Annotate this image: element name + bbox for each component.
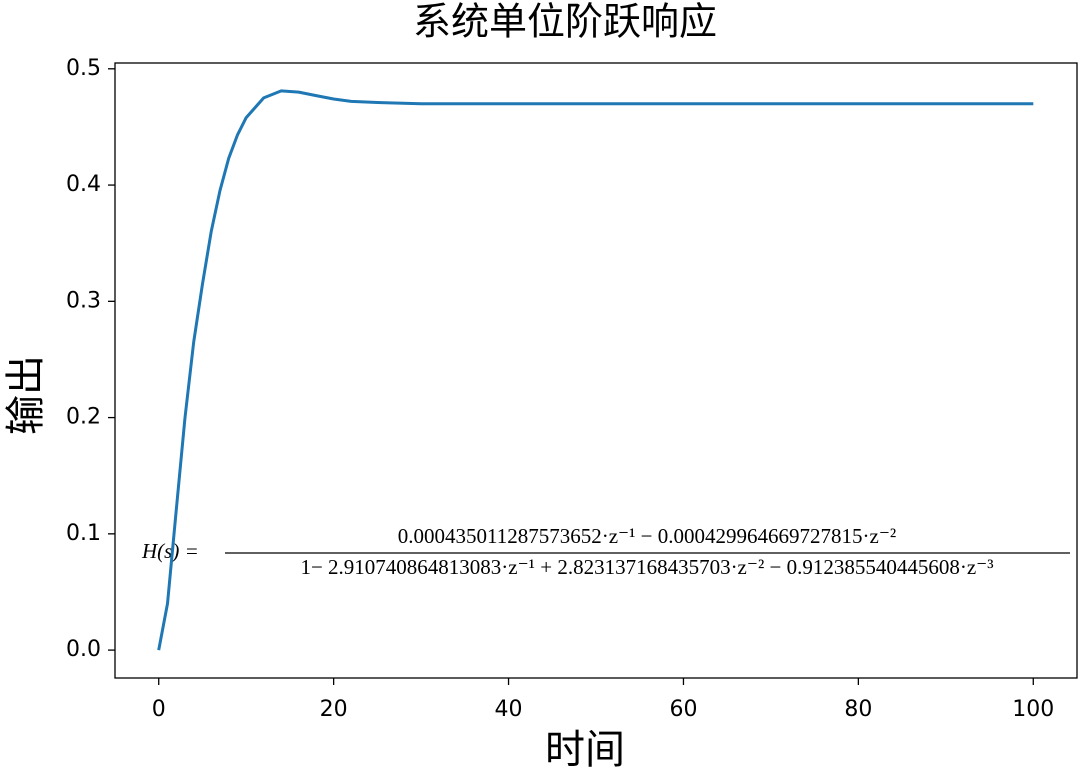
y-tick-label: 0.4: [66, 172, 101, 197]
x-tick-label: 100: [1012, 697, 1054, 722]
formula-lhs: H(s) =: [141, 539, 199, 563]
y-axis-label: 输出: [3, 355, 49, 435]
y-tick-label: 0.5: [66, 56, 101, 81]
y-tick-label: 0.0: [66, 637, 101, 662]
x-tick-label: 20: [320, 697, 348, 722]
line-series: [157, 89, 1034, 651]
formula-denominator: 1− 2.910740864813083·z⁻¹ + 2.82313716843…: [300, 555, 993, 579]
x-tick-label: 40: [495, 697, 523, 722]
chart-title: 系统单位阶跃响应: [413, 0, 717, 44]
x-axis-label: 时间: [545, 727, 625, 773]
formula-numerator: 0.000435011287573652·z⁻¹ − 0.00042996466…: [398, 524, 896, 548]
x-tick-label: 0: [152, 697, 166, 722]
y-tick-label: 0.1: [66, 521, 101, 546]
plot-frame: [114, 62, 1078, 679]
x-tick-label: 60: [669, 697, 697, 722]
y-tick-label: 0.3: [66, 288, 101, 313]
y-tick-label: 0.2: [66, 405, 101, 430]
x-tick-label: 80: [844, 697, 872, 722]
